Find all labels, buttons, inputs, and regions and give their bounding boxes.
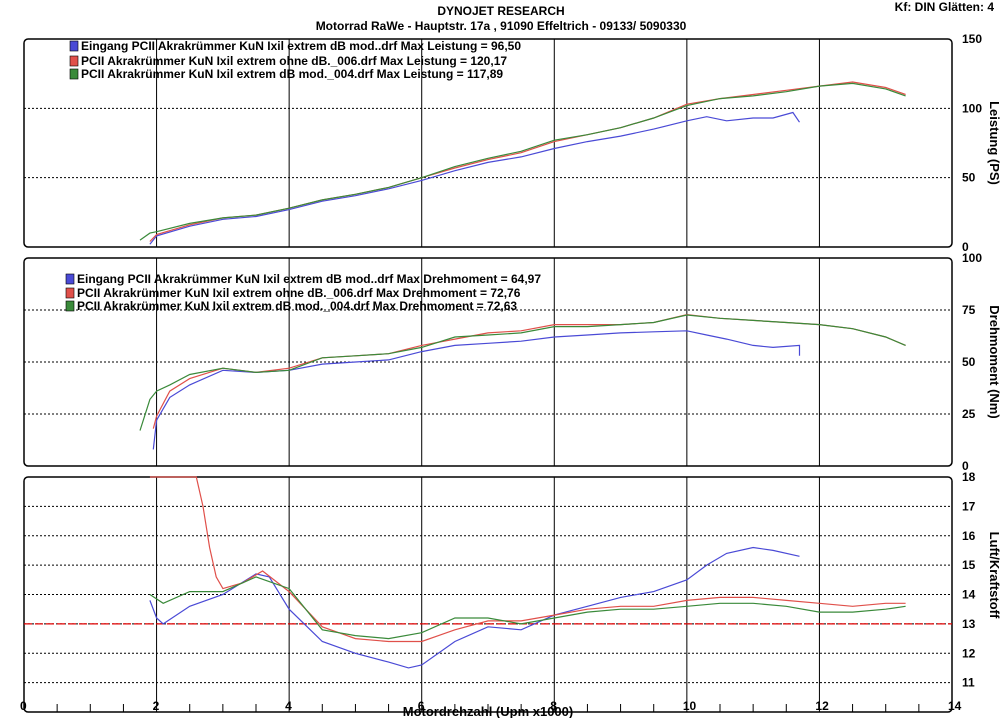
power-ytick-label: 50 [962, 171, 976, 185]
power-series-blue [149, 111, 800, 245]
torque-series-blue [152, 330, 801, 450]
afr-xtick-label: 8 [550, 699, 557, 713]
power-ylabel: Leistung (PS) [987, 101, 1002, 185]
afr-series-blue [149, 546, 800, 669]
torque-ytick-label: 0 [962, 459, 969, 473]
afr-xtick-label: 14 [948, 699, 962, 713]
power-ytick-label: 0 [962, 240, 969, 254]
power-series-green [139, 82, 906, 241]
afr-xtick-label: 2 [153, 699, 160, 713]
afr-ytick-label: 16 [962, 529, 976, 543]
torque-legend-entry: PCII Akrakrümmer KuN Ixil extrem dB mod.… [77, 299, 517, 313]
afr-series-green [149, 576, 906, 640]
torque-legend-entry: PCII Akrakrümmer KuN Ixil extrem ohne dB… [77, 286, 521, 300]
chart-header-title: DYNOJET RESEARCH [437, 4, 565, 18]
chart-header-subtitle: Motorrad RaWe - Hauptstr. 17a , 91090 Ef… [315, 19, 687, 33]
afr-chart: 11 12 13 14 15 16 17 18 Luft/Kraftstoff 0 2 4 6 8 10 12… [20, 470, 1002, 718]
power-plot-frame [23, 38, 953, 248]
torque-series-green [139, 314, 906, 431]
torque-chart: 0 25 50 75 100 Eingang PCII Akrakrümmer KuN I… [23, 251, 1002, 473]
afr-xtick-label: 12 [815, 699, 829, 713]
afr-xtick-label: 4 [285, 699, 292, 713]
afr-ytick-label: 11 [962, 676, 975, 690]
torque-ytick-label: 25 [962, 407, 976, 421]
afr-ytick-label: 13 [962, 617, 976, 631]
torque-legend-entry: Eingang PCII Akrakrümmer KuN Ixil extrem… [77, 272, 541, 286]
afr-ytick-label: 12 [962, 646, 976, 660]
afr-series-red [149, 476, 906, 643]
afr-ytick-label: 14 [962, 588, 976, 602]
torque-ylabel: Drehmoment (Nm) [987, 305, 1002, 418]
power-legend-entry: PCII Akrakrümmer KuN Ixil extrem dB mod.… [81, 67, 503, 81]
power-legend-swatch [69, 40, 79, 52]
power-legend-entry: PCII Akrakrümmer KuN Ixil extrem ohne dB… [81, 54, 507, 68]
power-ytick-label: 150 [962, 32, 982, 46]
torque-ytick-label: 100 [962, 251, 982, 265]
power-legend-entry: Eingang PCII Akrakrümmer KuN Ixil extrem… [81, 39, 521, 53]
power-legend-swatch [69, 55, 79, 67]
power-legend-swatch [69, 68, 79, 80]
power-ytick-label: 100 [962, 101, 982, 115]
torque-legend-swatch [65, 287, 75, 299]
smoothing-info: Kf: DIN Glätten: 4 [894, 0, 994, 14]
torque-legend-swatch [65, 300, 75, 312]
afr-xtick-label: 6 [418, 699, 425, 713]
afr-xlabel: Motordrehzahl (Upm x1000) [403, 704, 573, 718]
afr-ytick-label: 15 [962, 558, 976, 572]
power-chart: 0 50 100 150 Eingang PCII Akrakrümmer KuN Ix… [23, 32, 1002, 254]
afr-xtick-label: 0 [20, 699, 27, 713]
afr-xtick-label: 10 [683, 699, 697, 713]
afr-ytick-label: 17 [962, 499, 976, 513]
torque-ytick-label: 50 [962, 355, 976, 369]
afr-ylabel: Luft/Kraftstoff [987, 532, 1002, 619]
afr-ytick-label: 18 [962, 470, 976, 484]
torque-legend-swatch [65, 273, 75, 285]
torque-ytick-label: 75 [962, 303, 976, 317]
